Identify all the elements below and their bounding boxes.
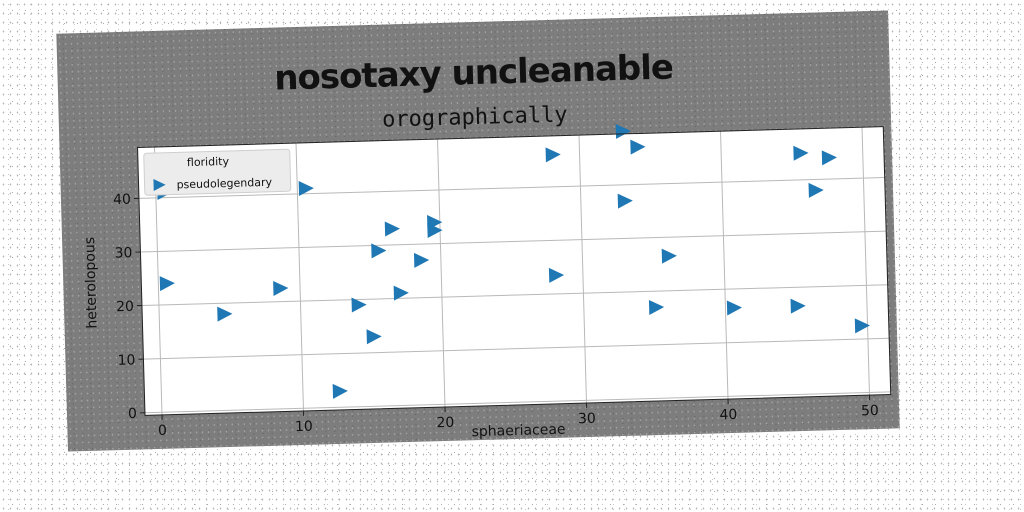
y-tick-label: 30 xyxy=(114,245,132,261)
y-grid-line xyxy=(138,177,885,199)
x-tick-label: 30 xyxy=(578,411,596,427)
data-point xyxy=(548,267,565,283)
data-point xyxy=(790,298,806,314)
data-point xyxy=(854,318,870,334)
y-tick-label: 40 xyxy=(113,192,131,208)
legend-label: pseudolegendary xyxy=(176,176,272,192)
plot-frame xyxy=(137,126,892,416)
data-point xyxy=(617,193,633,209)
x-grid-line xyxy=(437,139,446,408)
data-points xyxy=(157,123,870,399)
data-point xyxy=(371,243,387,259)
data-point xyxy=(427,223,443,239)
x-tick-label: 10 xyxy=(295,419,313,435)
y-grid-line xyxy=(143,337,890,360)
x-axis-label: sphaeriaceae xyxy=(471,422,565,441)
y-grid-line xyxy=(141,284,888,307)
scatter-chart: nosotaxy uncleanable orographically 0 10 2… xyxy=(82,48,892,441)
data-point xyxy=(273,280,289,296)
y-tick-label: 10 xyxy=(117,352,135,368)
chart-suptitle: nosotaxy uncleanable xyxy=(274,48,674,99)
legend-marker xyxy=(153,179,166,192)
data-point xyxy=(384,221,400,237)
data-point xyxy=(332,383,348,399)
data-point xyxy=(159,276,175,292)
legend: floridity pseudolegendary xyxy=(143,148,292,196)
data-point xyxy=(545,147,561,163)
x-grid-line xyxy=(295,143,304,411)
axis-ticks: 0 10 20 30 40 50 0 10 20 30 40 xyxy=(113,192,879,439)
grid-lines xyxy=(138,127,891,415)
x-grid-line xyxy=(720,131,729,400)
data-point xyxy=(726,300,743,316)
data-point xyxy=(413,252,430,268)
x-tick-label: 0 xyxy=(158,423,167,439)
x-grid-line xyxy=(578,135,588,404)
chart-figure: nosotaxy uncleanable orographically 0 10 2… xyxy=(56,10,900,452)
data-point xyxy=(793,145,809,161)
x-tick-label: 40 xyxy=(719,407,737,423)
data-point xyxy=(298,181,314,197)
x-grid-line xyxy=(861,127,871,396)
chart-title: orographically xyxy=(382,102,568,132)
data-point xyxy=(661,248,677,264)
data-point xyxy=(351,297,367,313)
legend-box xyxy=(143,148,292,196)
x-tick-label: 20 xyxy=(436,415,454,431)
data-point xyxy=(630,139,646,155)
y-tick-label: 20 xyxy=(116,299,134,315)
y-grid-line xyxy=(140,230,887,253)
data-point xyxy=(615,123,631,139)
data-point xyxy=(217,306,233,322)
y-axis-label: heterolopous xyxy=(82,237,101,329)
data-point xyxy=(648,299,665,315)
data-point xyxy=(366,329,382,345)
y-tick-label: 0 xyxy=(128,406,137,422)
y-grid-line xyxy=(144,391,891,414)
data-point xyxy=(821,150,837,166)
legend-title: floridity xyxy=(187,155,230,169)
data-point xyxy=(808,182,824,198)
x-tick-label: 50 xyxy=(861,403,879,419)
data-point xyxy=(393,285,409,301)
